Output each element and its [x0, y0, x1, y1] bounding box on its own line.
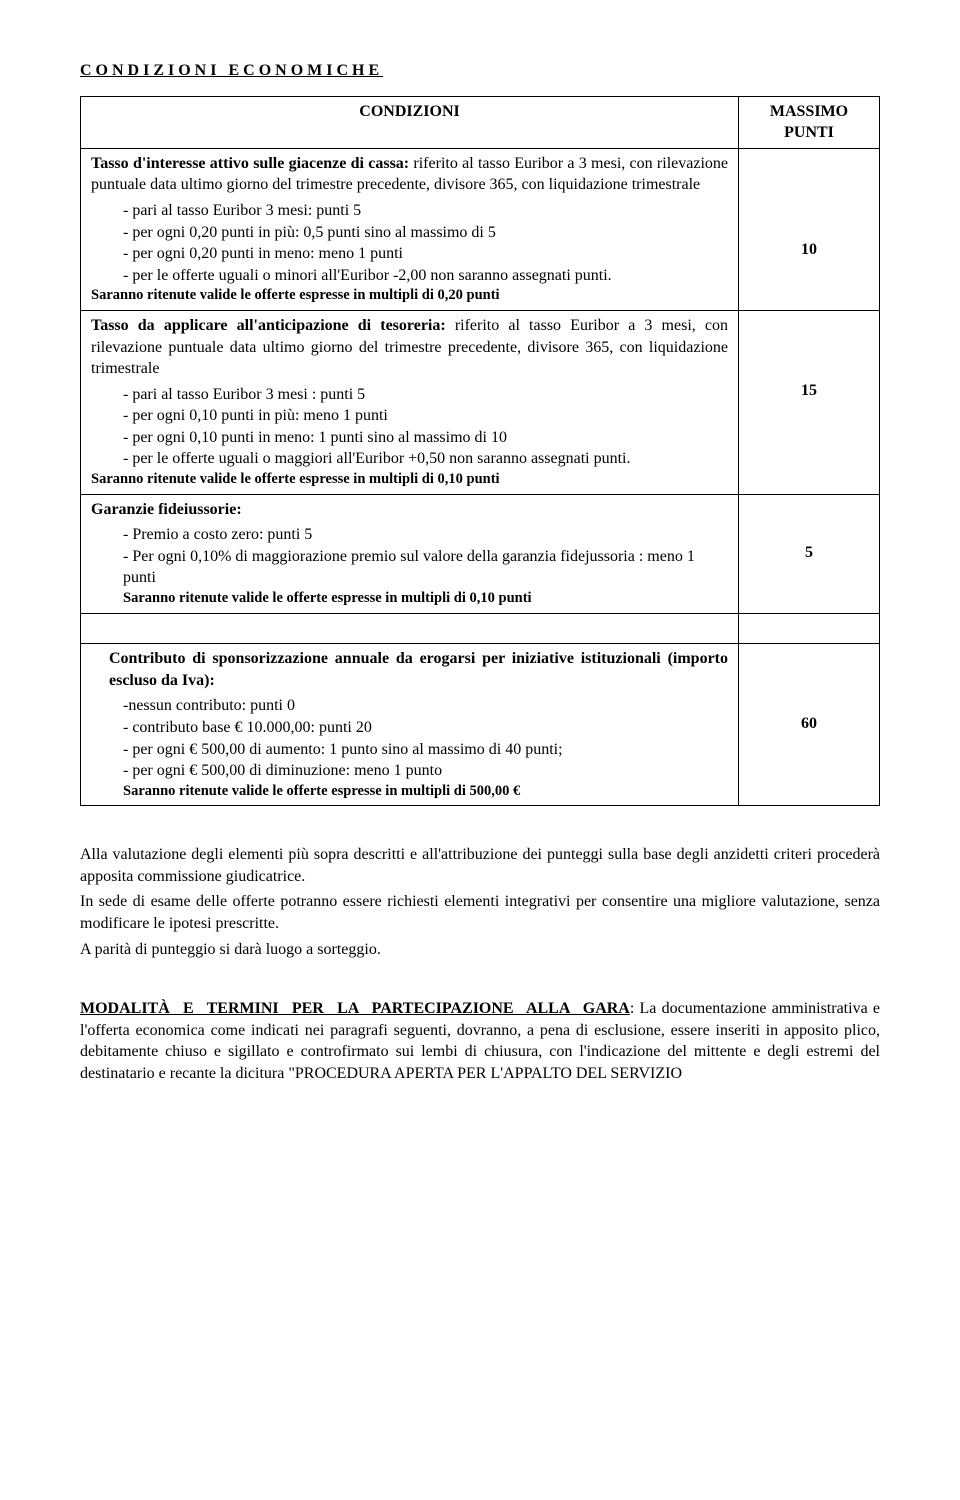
header-punti-label: PUNTI: [784, 124, 834, 141]
modalita-title: MODALITÀ E TERMINI PER LA PARTECIPAZIONE…: [80, 1000, 630, 1017]
row2-b3: - per ogni 0,10 punti in meno: 1 punti s…: [123, 427, 728, 449]
row4-note: Saranno ritenute valide le offerte espre…: [109, 782, 728, 802]
para2: In sede di esame delle offerte potranno …: [80, 891, 880, 934]
row2-lead: Tasso da applicare all'anticipazione di …: [91, 317, 446, 334]
row3-cell: Garanzie fideiussorie: - Premio a costo …: [81, 494, 739, 613]
row3-b2: - Per ogni 0,10% di maggiorazione premio…: [123, 546, 728, 589]
row2-b4: - per le offerte uguali o maggiori all'E…: [123, 448, 728, 470]
empty-cell-right: [739, 613, 880, 644]
row3-lead: Garanzie fideiussorie:: [91, 499, 728, 521]
section-title: CONDIZIONI ECONOMICHE: [80, 60, 880, 82]
row1-b2: - per ogni 0,20 punti in più: 0,5 punti …: [123, 222, 728, 244]
row3-note: Saranno ritenute valide le offerte espre…: [91, 589, 728, 609]
table-header-row: CONDIZIONI MASSIMO PUNTI: [81, 96, 880, 148]
table-row: Tasso d'interesse attivo sulle giacenze …: [81, 148, 880, 310]
table-row: Garanzie fideiussorie: - Premio a costo …: [81, 494, 880, 613]
row1-note: Saranno ritenute valide le offerte espre…: [91, 286, 728, 306]
para3: A parità di punteggio si darà luogo a so…: [80, 939, 880, 961]
evaluation-paragraphs: Alla valutazione degli elementi più sopr…: [80, 844, 880, 960]
row2-note: Saranno ritenute valide le offerte espre…: [91, 470, 728, 490]
row4-b3: - per ogni € 500,00 di aumento: 1 punto …: [123, 739, 728, 761]
row4-b4: - per ogni € 500,00 di diminuzione: meno…: [123, 760, 728, 782]
row1-b3: - per ogni 0,20 punti in meno: meno 1 pu…: [123, 243, 728, 265]
row2-score: 15: [739, 310, 880, 494]
row4-lead: Contributo di sponsorizzazione annuale d…: [109, 650, 728, 689]
row1-lead: Tasso d'interesse attivo sulle giacenze …: [91, 155, 409, 172]
table-empty-row: [81, 613, 880, 644]
row4-score: 60: [739, 644, 880, 806]
conditions-table: CONDIZIONI MASSIMO PUNTI Tasso d'interes…: [80, 96, 880, 807]
table-row: Contributo di sponsorizzazione annuale d…: [81, 644, 880, 806]
row1-b4: - per le offerte uguali o minori all'Eur…: [123, 265, 728, 287]
row3-score: 5: [739, 494, 880, 613]
row2-b2: - per ogni 0,10 punti in più: meno 1 pun…: [123, 405, 728, 427]
row4-b1: -nessun contributo: punti 0: [123, 695, 728, 717]
header-condizioni: CONDIZIONI: [81, 96, 739, 148]
table-row: Tasso da applicare all'anticipazione di …: [81, 310, 880, 494]
row4-b2: - contributo base € 10.000,00: punti 20: [123, 717, 728, 739]
modalita-block: MODALITÀ E TERMINI PER LA PARTECIPAZIONE…: [80, 998, 880, 1084]
row3-b1: - Premio a costo zero: punti 5: [123, 524, 728, 546]
row4-cell: Contributo di sponsorizzazione annuale d…: [81, 644, 739, 806]
row1-cell: Tasso d'interesse attivo sulle giacenze …: [81, 148, 739, 310]
row2-cell: Tasso da applicare all'anticipazione di …: [81, 310, 739, 494]
row2-b1: - pari al tasso Euribor 3 mesi : punti 5: [123, 384, 728, 406]
row1-score: 10: [739, 148, 880, 310]
para1: Alla valutazione degli elementi più sopr…: [80, 844, 880, 887]
row1-b1: - pari al tasso Euribor 3 mesi: punti 5: [123, 200, 728, 222]
header-punti: MASSIMO PUNTI: [739, 96, 880, 148]
header-massimo-label: MASSIMO: [770, 103, 848, 120]
empty-cell-left: [81, 613, 739, 644]
